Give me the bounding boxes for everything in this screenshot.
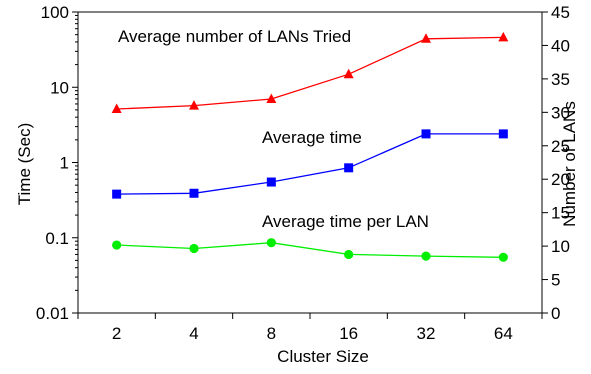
- series-layer: [111, 31, 509, 262]
- right-axis: 0 5 10 15 20 25 30 35 40 45: [542, 3, 570, 323]
- data-point: [189, 188, 199, 198]
- y2-tick-label: 40: [551, 36, 570, 55]
- data-point: [344, 249, 354, 260]
- series-label: Average time per LAN: [262, 212, 429, 231]
- y2-tick-label: 30: [551, 103, 570, 122]
- plot-border: [77, 11, 543, 314]
- y2-tick-label: 0: [551, 304, 560, 323]
- data-point: [112, 240, 122, 250]
- x-tick-label: 2: [112, 324, 121, 343]
- data-point: [498, 252, 508, 262]
- y2-tick-label: 25: [551, 137, 570, 156]
- series-0: [111, 31, 509, 113]
- y-tick-label: 1: [60, 154, 69, 173]
- y2-tick-label: 15: [551, 204, 570, 223]
- y2-tick-label: 10: [551, 237, 570, 256]
- data-point: [498, 31, 509, 42]
- data-point: [266, 93, 277, 103]
- x-axis-title: Cluster Size: [277, 347, 369, 366]
- data-point: [498, 129, 508, 139]
- data-point: [266, 177, 276, 187]
- data-point: [344, 163, 354, 173]
- series-labels: Average number of LANs Tried Average time…: [118, 27, 429, 231]
- data-point: [421, 129, 431, 139]
- y-tick-label: 100: [41, 3, 69, 22]
- series-line: [116, 133, 504, 195]
- data-point: [112, 189, 122, 199]
- x-tick-label: 8: [267, 324, 276, 343]
- y-tick-label: 0.01: [36, 304, 69, 323]
- x-axis: 2 4 8 16 32 64: [77, 313, 543, 343]
- y-axis-title: Time (Sec): [15, 123, 34, 206]
- series-1: [112, 129, 508, 199]
- series-label: Average time: [262, 128, 362, 147]
- x-tick-label: 4: [189, 324, 198, 343]
- y-tick-label: 0.1: [45, 229, 69, 248]
- data-point: [189, 243, 199, 254]
- series-2: [112, 238, 508, 262]
- x-tick-label: 64: [494, 324, 513, 343]
- y2-tick-label: 5: [551, 271, 560, 290]
- series-label: Average number of LANs Tried: [118, 27, 351, 46]
- series-line: [116, 36, 504, 110]
- data-point: [421, 251, 431, 261]
- data-point: [343, 68, 354, 79]
- data-point: [111, 103, 122, 113]
- y2-axis-title: Number of LANs: [560, 101, 579, 227]
- y2-tick-label: 45: [551, 3, 570, 22]
- data-point: [189, 100, 199, 110]
- left-axis: 0.01 0.1 1 10 100: [36, 3, 78, 323]
- plot-area: [77, 11, 543, 314]
- data-point: [266, 238, 276, 248]
- y2-tick-label: 35: [551, 70, 570, 89]
- y2-tick-label: 20: [551, 170, 570, 189]
- y-tick-label: 10: [50, 78, 69, 97]
- data-point: [421, 33, 431, 43]
- series-line: [116, 242, 504, 258]
- x-tick-label: 16: [339, 324, 358, 343]
- x-tick-label: 32: [417, 324, 436, 343]
